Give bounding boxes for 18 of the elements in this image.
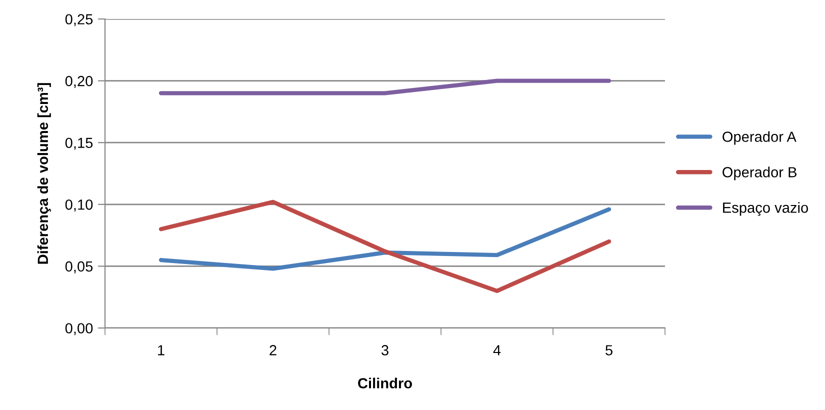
y-axis-title: Diferença de volume [cm³] <box>37 83 51 264</box>
x-tick-label: 1 <box>158 345 164 356</box>
y-tick-label: 0,05 <box>65 261 93 274</box>
y-tick-label: 0,20 <box>65 76 93 88</box>
x-tick-label: 5 <box>606 345 612 356</box>
y-tick-label: 0,15 <box>65 138 93 150</box>
x-tick-label: 2 <box>270 345 276 356</box>
line-series <box>158 200 612 294</box>
y-tick-label: 0,00 <box>65 323 93 336</box>
x-tick-label: 4 <box>493 345 501 356</box>
y-tick-label: 0,25 <box>65 14 93 26</box>
x-axis-title: Cilindro <box>358 378 412 388</box>
line-series <box>158 207 612 271</box>
legend-label: Espaço vazio <box>723 202 808 216</box>
legend-label: Operador A <box>722 131 796 145</box>
legend-label: Operador B <box>722 166 796 180</box>
y-tick-label: 0,10 <box>65 200 93 212</box>
x-tick-label: 3 <box>382 345 388 356</box>
